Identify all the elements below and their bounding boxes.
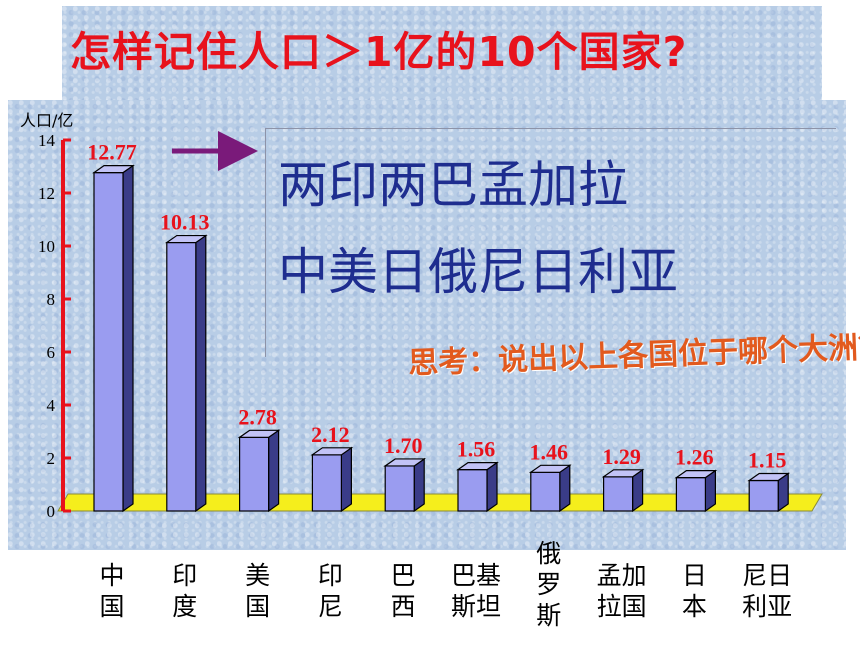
- data-label: 1.70: [384, 433, 423, 458]
- bar-top: [237, 429, 281, 438]
- bar-top: [310, 447, 354, 456]
- bar: [601, 468, 645, 513]
- bar-front: [675, 477, 707, 512]
- data-label: 1.26: [675, 445, 714, 470]
- data-label: 2.12: [311, 422, 350, 447]
- x-category-line: 印: [172, 561, 198, 590]
- y-tick-label: 12: [38, 184, 55, 203]
- x-category-line: 利亚: [742, 592, 793, 621]
- bar-side: [340, 446, 352, 513]
- bar-front: [748, 479, 779, 512]
- bar: [383, 457, 427, 513]
- x-category-line: 罗: [536, 570, 562, 599]
- x-category-line: 巴: [390, 561, 416, 590]
- bar-top: [601, 469, 645, 478]
- x-category-label: 日本: [664, 560, 724, 622]
- x-category-line: 俄: [536, 539, 562, 568]
- bar-front: [239, 436, 270, 512]
- y-tick-label: 0: [47, 502, 56, 521]
- x-category-line: 国: [99, 592, 125, 621]
- x-category-line: 本: [681, 592, 707, 621]
- x-category-label: 俄罗斯: [519, 538, 579, 631]
- x-category-label: 美国: [228, 560, 288, 622]
- x-category-label: 印度: [155, 560, 215, 622]
- bar-top: [164, 234, 208, 244]
- title-panel: [62, 6, 822, 102]
- bar-side: [559, 464, 571, 513]
- x-category-line: 斯: [536, 601, 562, 630]
- x-category-line: 拉国: [596, 592, 647, 621]
- x-category-line: 日: [681, 561, 707, 590]
- bar: [310, 446, 354, 513]
- x-category-line: 中: [99, 561, 125, 590]
- mnemonic-line-2: 中美日俄尼日利亚: [278, 243, 678, 301]
- bar-front: [384, 465, 415, 512]
- x-category-label: 孟加 拉国: [592, 560, 652, 622]
- x-category-line: 国: [245, 592, 271, 621]
- x-category-label: 巴西: [373, 560, 433, 622]
- bar-front: [166, 241, 197, 512]
- bar-front: [530, 471, 561, 512]
- bar-top: [528, 464, 572, 473]
- bar-front: [602, 476, 634, 512]
- bar: [456, 461, 499, 513]
- y-tick-label: 4: [47, 396, 56, 415]
- x-category-label: 巴基 斯坦: [446, 560, 506, 622]
- mnemonic-line-1: 两印两巴孟加拉: [278, 156, 628, 214]
- data-label: 1.15: [748, 448, 787, 473]
- bar: [92, 164, 135, 513]
- bar-top: [747, 472, 791, 482]
- x-category-line: 孟加: [596, 561, 647, 590]
- bar-top: [383, 458, 427, 467]
- y-tick-label: 2: [47, 449, 56, 468]
- bar-front: [93, 171, 124, 512]
- bar-side: [413, 457, 425, 513]
- bar-side: [195, 234, 207, 513]
- bar-top: [92, 164, 135, 174]
- bar-side: [486, 461, 498, 513]
- mnemonic-box: 两印两巴孟加拉 中美日俄尼日利亚: [265, 128, 836, 357]
- bar-front: [457, 469, 488, 512]
- bar: [528, 464, 572, 513]
- x-category-label: 尼日 利亚: [737, 560, 797, 622]
- data-label: 10.13: [160, 210, 210, 235]
- x-category-line: 西: [390, 592, 416, 621]
- x-category-line: 斯坦: [450, 592, 501, 621]
- bar: [674, 469, 718, 513]
- x-category-line: 尼日: [742, 561, 793, 590]
- x-category-line: 美: [245, 561, 271, 590]
- bar-side: [268, 429, 280, 513]
- y-tick-label: 14: [38, 131, 56, 150]
- bar: [164, 234, 208, 513]
- y-tick-label: 6: [47, 343, 56, 362]
- bar: [747, 472, 791, 513]
- y-tick-label: 8: [47, 290, 56, 309]
- bar-front: [311, 454, 342, 512]
- x-category-line: 度: [172, 592, 198, 621]
- data-label: 1.56: [457, 437, 496, 462]
- x-category-label: 印尼: [300, 560, 360, 622]
- bar-top: [674, 470, 718, 479]
- x-category-line: 巴基: [450, 561, 501, 590]
- y-tick-label: 10: [38, 237, 55, 256]
- data-label: 1.46: [530, 439, 569, 464]
- bar-top: [456, 462, 499, 471]
- data-label: 2.78: [238, 404, 277, 429]
- x-category-line: 尼: [317, 592, 343, 621]
- x-category-line: 印: [317, 561, 343, 590]
- data-label: 12.77: [87, 140, 137, 165]
- y-axis-label: 人口/亿: [20, 111, 73, 130]
- data-label: 1.29: [602, 444, 641, 469]
- bar: [237, 429, 281, 513]
- x-category-label: 中国: [82, 560, 142, 622]
- page-title: 怎样记住人口＞1亿的10个国家?: [70, 28, 688, 76]
- bar-side: [122, 164, 134, 513]
